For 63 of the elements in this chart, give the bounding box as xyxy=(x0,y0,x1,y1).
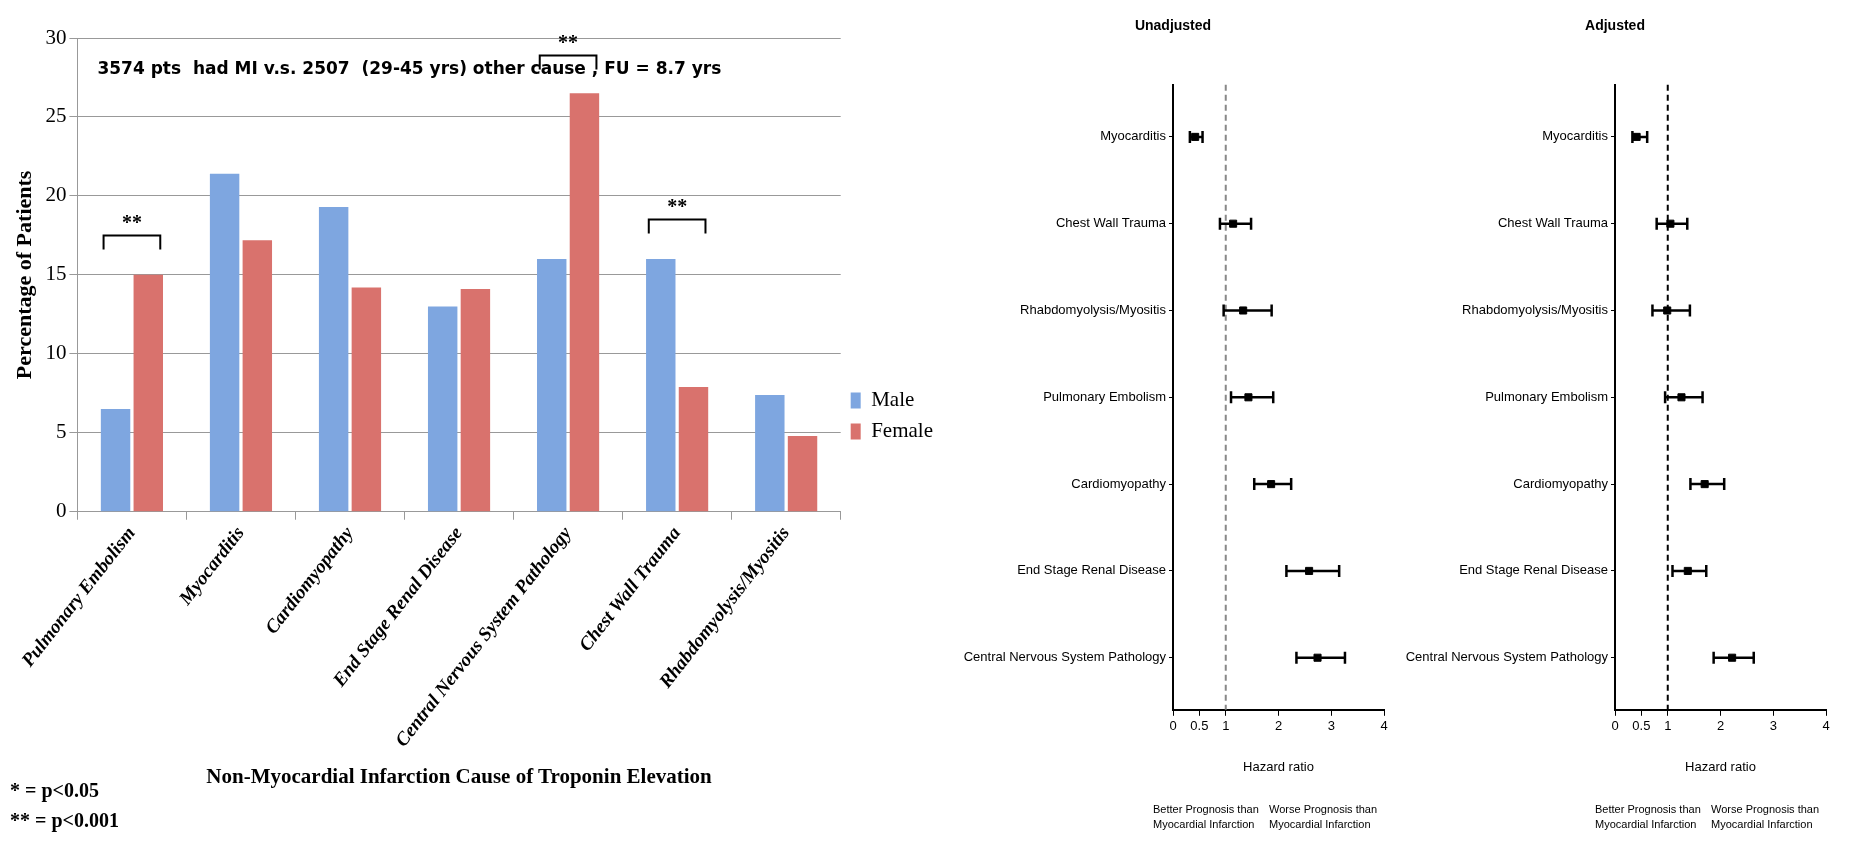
annotation: ** xyxy=(121,210,142,233)
y-tick-label: Cardiomyopathy xyxy=(1071,475,1167,491)
text: Worse Prognosis than Myocardial Infarction xyxy=(1269,802,1378,830)
y-tick-label: Myocarditis xyxy=(1542,128,1609,144)
bar xyxy=(209,173,240,512)
x-tick-label: 4 xyxy=(1822,718,1830,734)
x-tick-label: 1 xyxy=(1222,718,1230,734)
y-tick-label: Central Nervous System Pathology xyxy=(1405,649,1609,665)
text: * = p<0.05 xyxy=(10,779,99,803)
x-tick-label: 1 xyxy=(1664,718,1672,734)
y-tick-label: 15 xyxy=(45,261,67,286)
x-tick-label: 3 xyxy=(1327,718,1335,734)
legend-label: Female xyxy=(871,418,933,443)
y-tick-label: Cardiomyopathy xyxy=(1513,475,1609,491)
bar xyxy=(460,289,491,512)
bar xyxy=(100,409,131,512)
y-tick-label: 25 xyxy=(45,103,67,128)
x-tick-label: 2 xyxy=(1716,718,1725,734)
chart-title: Adjusted xyxy=(1585,17,1645,34)
y-tick-label: Central Nervous System Pathology xyxy=(963,649,1167,665)
y-tick-label: 30 xyxy=(45,24,67,49)
bar xyxy=(569,93,600,512)
bar xyxy=(646,259,676,512)
chart-title: Unadjusted xyxy=(1134,17,1212,34)
y-tick-label: Pulmonary Embolism xyxy=(1485,388,1608,404)
bar xyxy=(755,394,785,512)
legend-label: Male xyxy=(871,387,915,412)
y-tick-label: Pulmonary Embolism xyxy=(1043,388,1166,404)
annotation: ** xyxy=(667,194,688,217)
bar xyxy=(133,274,163,512)
y-tick-label: 20 xyxy=(45,182,67,207)
bar xyxy=(427,306,458,512)
bar xyxy=(787,435,818,512)
bar xyxy=(318,206,349,512)
y-tick-label: Chest Wall Trauma xyxy=(1497,215,1609,231)
x-tick-label: 0 xyxy=(1611,718,1619,734)
bar xyxy=(537,259,567,512)
y-tick-label: Chest Wall Trauma xyxy=(1055,215,1167,231)
x-tick-label: 3 xyxy=(1769,718,1777,734)
y-tick-label: 10 xyxy=(45,340,67,365)
x-axis-title: Hazard ratio xyxy=(1243,758,1314,774)
y-tick-label: Rhabdomyolysis/Myositis xyxy=(1462,302,1609,318)
y-tick-label: 0 xyxy=(55,498,67,523)
annotation: 3574 pts had MI v.s. 2507 (29-45 yrs) other cause , FU = 8.7 yrs xyxy=(97,58,722,79)
text: Worse Prognosis than Myocardial Infarction xyxy=(1711,802,1820,830)
bar xyxy=(351,287,382,512)
bar xyxy=(242,240,273,512)
x-axis-title: Non-Myocardial Infarction Cause of Troponin Elevation xyxy=(206,763,713,788)
y-tick-label: Rhabdomyolysis/Myositis xyxy=(1020,302,1167,318)
y-axis-title: Percentage of Patients xyxy=(10,170,36,380)
y-tick-label: 5 xyxy=(55,419,67,444)
x-tick-label: 0.5 xyxy=(1190,718,1209,734)
x-tick-label: 0.5 xyxy=(1632,718,1651,734)
x-tick-label: 0 xyxy=(1169,718,1177,734)
annotation: ** xyxy=(558,30,579,53)
text: Better Prognosis than Myocardial Infarction xyxy=(1595,802,1701,830)
x-tick-label: 2 xyxy=(1274,718,1283,734)
x-tick-label: 4 xyxy=(1380,718,1388,734)
x-axis-title: Hazard ratio xyxy=(1685,758,1756,774)
text: ** = p<0.001 xyxy=(10,809,119,833)
y-tick-label: Myocarditis xyxy=(1100,128,1167,144)
text: Better Prognosis than Myocardial Infarction xyxy=(1153,802,1259,830)
bar xyxy=(678,386,709,512)
